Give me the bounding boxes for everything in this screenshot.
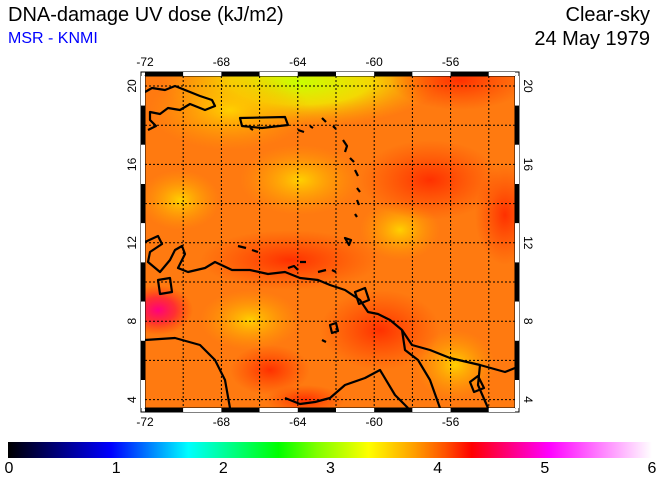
frame-bar bbox=[515, 301, 519, 341]
lat-label-left: 8 bbox=[125, 318, 139, 325]
frame-bar bbox=[515, 144, 519, 184]
frame-bar bbox=[221, 408, 260, 412]
frame-bar bbox=[450, 408, 489, 412]
colorbar-tick-label: 1 bbox=[111, 460, 121, 477]
lat-label-left: 16 bbox=[125, 157, 139, 171]
frame-bar bbox=[141, 380, 145, 408]
frame-bar bbox=[336, 72, 375, 76]
sky-condition: Clear-sky bbox=[565, 4, 650, 26]
lat-label-right: 16 bbox=[521, 158, 535, 172]
lat-label-left: 20 bbox=[125, 79, 139, 93]
source-label: MSR - KNMI bbox=[8, 30, 98, 47]
uv-dose-map: -72 -72 -68 -68 -64 -64 -60 -60 -56 -56 20 20 16 16 12… bbox=[125, 55, 535, 429]
lake-guri bbox=[468, 374, 486, 394]
frame-bar bbox=[412, 408, 451, 412]
frame-bar bbox=[297, 72, 336, 76]
colorbar bbox=[8, 442, 652, 458]
lon-label-top: -68 bbox=[213, 55, 231, 69]
colorbar-tick-label: 4 bbox=[433, 460, 443, 477]
colorbar-tick-label: 2 bbox=[218, 460, 228, 477]
frame-bar bbox=[141, 262, 145, 302]
coast-hispaniola bbox=[144, 84, 217, 131]
frame-bar bbox=[515, 223, 519, 263]
frame-bar bbox=[141, 340, 145, 380]
lat-label-right: 4 bbox=[521, 396, 535, 403]
frame-bar bbox=[141, 184, 145, 224]
border-guyana-suriname bbox=[400, 329, 442, 409]
coast-trinidad bbox=[321, 321, 340, 343]
frame-bar bbox=[450, 72, 489, 76]
lon-label-bottom: -56 bbox=[442, 415, 460, 429]
map-date: 24 May 1979 bbox=[534, 28, 650, 50]
frame-bar bbox=[141, 144, 145, 184]
frame-bar bbox=[183, 72, 222, 76]
frame-bar bbox=[297, 408, 336, 412]
lake-maracaibo bbox=[156, 276, 174, 296]
axis-labels: -72 -72 -68 -68 -64 -64 -60 -60 -56 -56 20 20 16 16 12… bbox=[125, 55, 535, 429]
map-frame bbox=[140, 71, 520, 413]
frame-bar bbox=[221, 72, 260, 76]
lon-label-top: -60 bbox=[366, 55, 384, 69]
frame-bar bbox=[141, 301, 145, 341]
map-title: DNA-damage UV dose (kJ/m2) bbox=[8, 4, 284, 26]
frame-bar bbox=[515, 380, 519, 408]
coast-lesser-antilles bbox=[249, 117, 361, 247]
colorbar-tick-label: 5 bbox=[540, 460, 550, 477]
frame-bar bbox=[141, 223, 145, 263]
lon-label-top: -64 bbox=[289, 55, 307, 69]
lon-label-bottom: -64 bbox=[289, 415, 307, 429]
lon-label-bottom: -72 bbox=[136, 415, 154, 429]
frame-bar bbox=[374, 408, 413, 412]
colorbar-tick-label: 0 bbox=[4, 460, 14, 477]
lon-label-bottom: -60 bbox=[366, 415, 384, 429]
border-colombia-venezuela bbox=[144, 336, 232, 409]
coastlines bbox=[144, 84, 516, 409]
frame-bar bbox=[141, 76, 145, 106]
lat-label-left: 12 bbox=[125, 236, 139, 250]
frame-bar bbox=[515, 105, 519, 145]
dose-field bbox=[145, 76, 515, 408]
frame-bar bbox=[183, 408, 222, 412]
lat-label-right: 20 bbox=[521, 79, 535, 93]
frame-bar bbox=[515, 76, 519, 106]
lat-label-right: 12 bbox=[521, 236, 535, 250]
frame-bar bbox=[145, 72, 184, 76]
border-venezuela-brazil bbox=[284, 368, 409, 409]
frame-bar bbox=[488, 72, 515, 76]
frame-bar bbox=[374, 72, 413, 76]
frame-bar bbox=[259, 408, 298, 412]
colorbar-tick-label: 6 bbox=[647, 460, 657, 477]
frame-bar bbox=[488, 408, 515, 412]
frame-bar bbox=[336, 408, 375, 412]
frame-bar bbox=[141, 105, 145, 145]
frame-bar bbox=[515, 340, 519, 380]
frame-bar bbox=[145, 408, 184, 412]
border-suriname-guiana bbox=[476, 364, 490, 409]
graticule bbox=[145, 76, 515, 408]
lon-label-top: -72 bbox=[136, 55, 154, 69]
colorbar-tick-label: 3 bbox=[326, 460, 335, 477]
lat-label-right: 8 bbox=[521, 318, 535, 325]
frame-bar bbox=[515, 262, 519, 302]
coast-puerto-rico bbox=[238, 115, 290, 130]
frame-bar bbox=[259, 72, 298, 76]
coast-venezuela-colombia bbox=[144, 234, 516, 374]
lon-label-top: -56 bbox=[442, 55, 460, 69]
lon-label-bottom: -68 bbox=[213, 415, 231, 429]
frame-bar bbox=[515, 184, 519, 224]
coast-abc-islands bbox=[237, 244, 371, 306]
frame-bar bbox=[412, 72, 451, 76]
lat-label-left: 4 bbox=[125, 396, 139, 403]
